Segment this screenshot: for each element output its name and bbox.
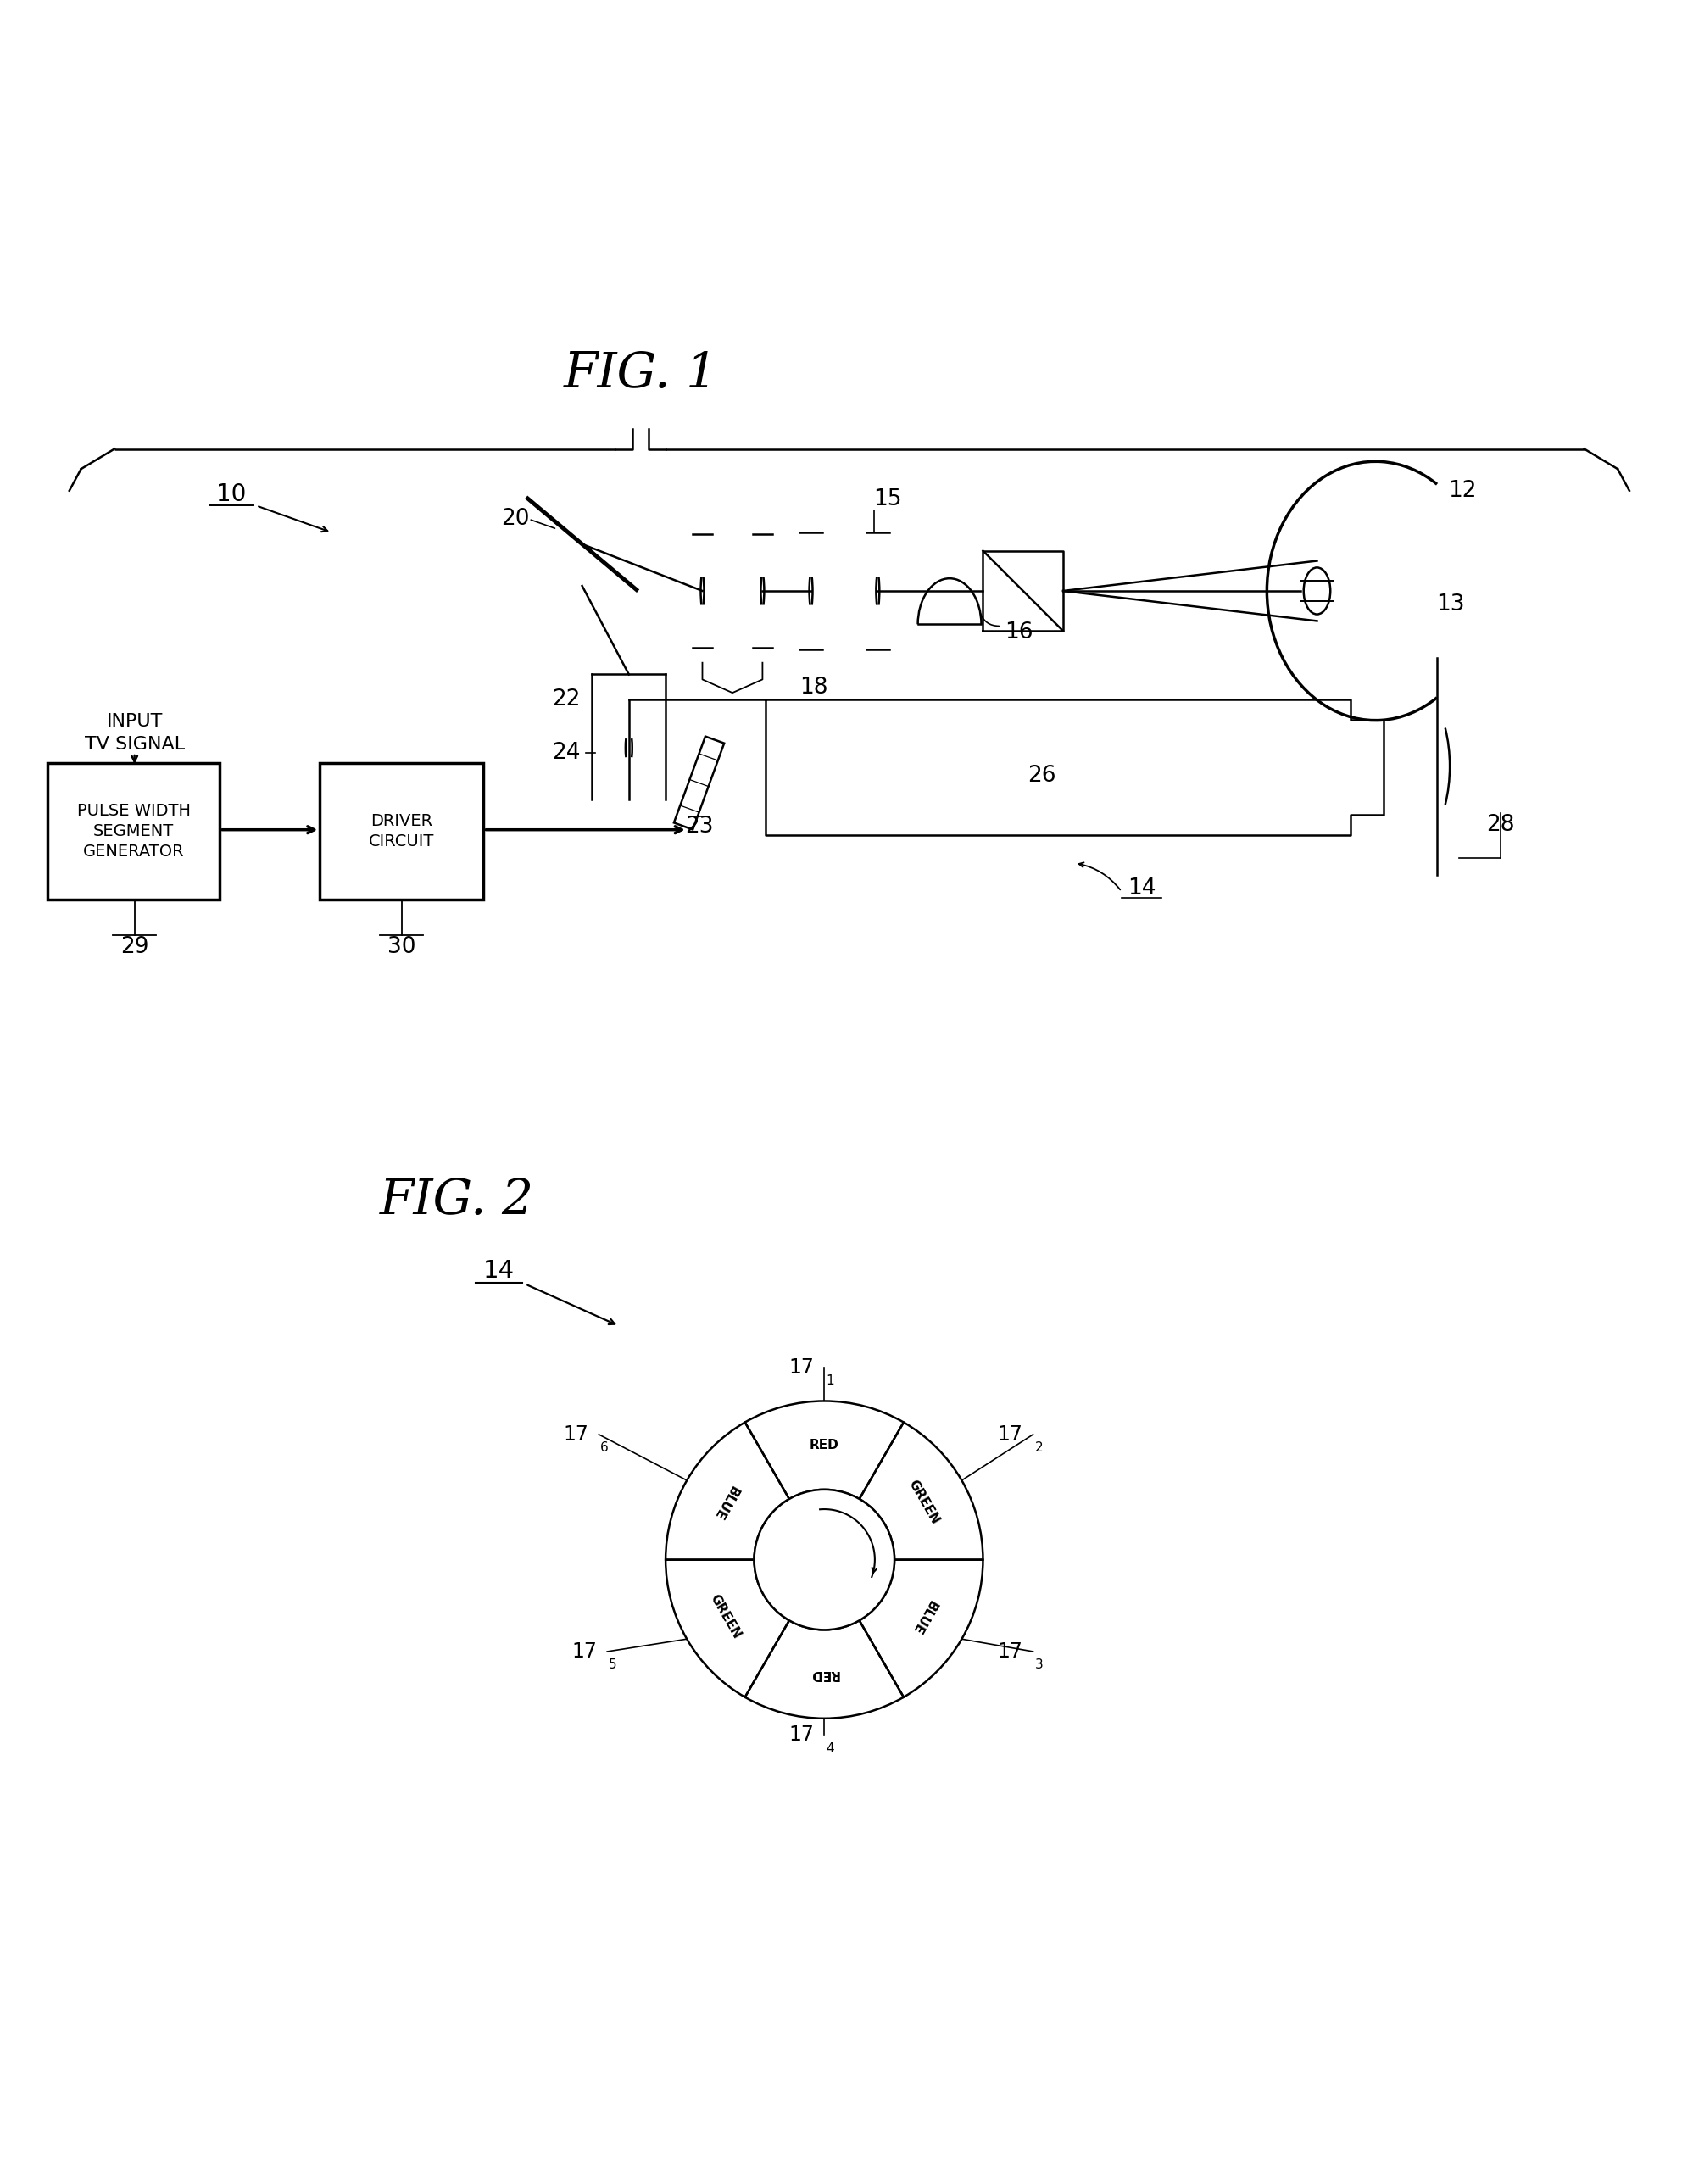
Text: BLUE: BLUE: [908, 1599, 939, 1636]
Text: FIG. 2: FIG. 2: [380, 1177, 535, 1225]
Text: 22: 22: [552, 688, 580, 710]
Text: 17: 17: [789, 1358, 814, 1378]
Text: 13: 13: [1436, 594, 1465, 616]
Circle shape: [754, 1489, 895, 1629]
Text: 17: 17: [572, 1642, 597, 1662]
Text: 14: 14: [483, 1258, 515, 1282]
Text: 17: 17: [997, 1424, 1023, 1444]
Text: 20: 20: [501, 509, 530, 531]
Text: 4: 4: [826, 1743, 834, 1754]
Text: 15: 15: [873, 487, 902, 511]
Text: RED: RED: [809, 1439, 839, 1452]
Text: 29: 29: [121, 935, 148, 959]
Text: 30: 30: [387, 935, 415, 959]
Text: 14: 14: [1127, 878, 1156, 900]
Text: BLUE: BLUE: [710, 1483, 740, 1522]
Text: 3: 3: [1034, 1658, 1043, 1671]
Text: 6: 6: [600, 1441, 609, 1455]
Text: FIG. 1: FIG. 1: [563, 349, 718, 397]
Text: 17: 17: [997, 1642, 1023, 1662]
Text: PULSE WIDTH
SEGMENT
GENERATOR: PULSE WIDTH SEGMENT GENERATOR: [77, 804, 190, 860]
Text: 10: 10: [217, 483, 246, 507]
Text: 26: 26: [1028, 764, 1056, 786]
Text: 24: 24: [552, 743, 580, 764]
Text: 5: 5: [609, 1658, 617, 1671]
Text: GREEN: GREEN: [708, 1592, 743, 1640]
Text: RED: RED: [809, 1669, 839, 1679]
Text: 1: 1: [826, 1374, 834, 1387]
Text: DRIVER
CIRCUIT: DRIVER CIRCUIT: [368, 812, 434, 850]
Text: 12: 12: [1448, 480, 1477, 502]
Text: 17: 17: [563, 1424, 589, 1444]
Text: 2: 2: [1034, 1441, 1043, 1455]
Text: 23: 23: [685, 815, 713, 836]
Text: INPUT
TV SIGNAL: INPUT TV SIGNAL: [84, 714, 185, 753]
Text: 17: 17: [789, 1725, 814, 1745]
Text: GREEN: GREEN: [905, 1479, 942, 1527]
Text: 18: 18: [799, 677, 828, 699]
Text: 28: 28: [1487, 815, 1515, 836]
Text: 16: 16: [1004, 622, 1033, 644]
